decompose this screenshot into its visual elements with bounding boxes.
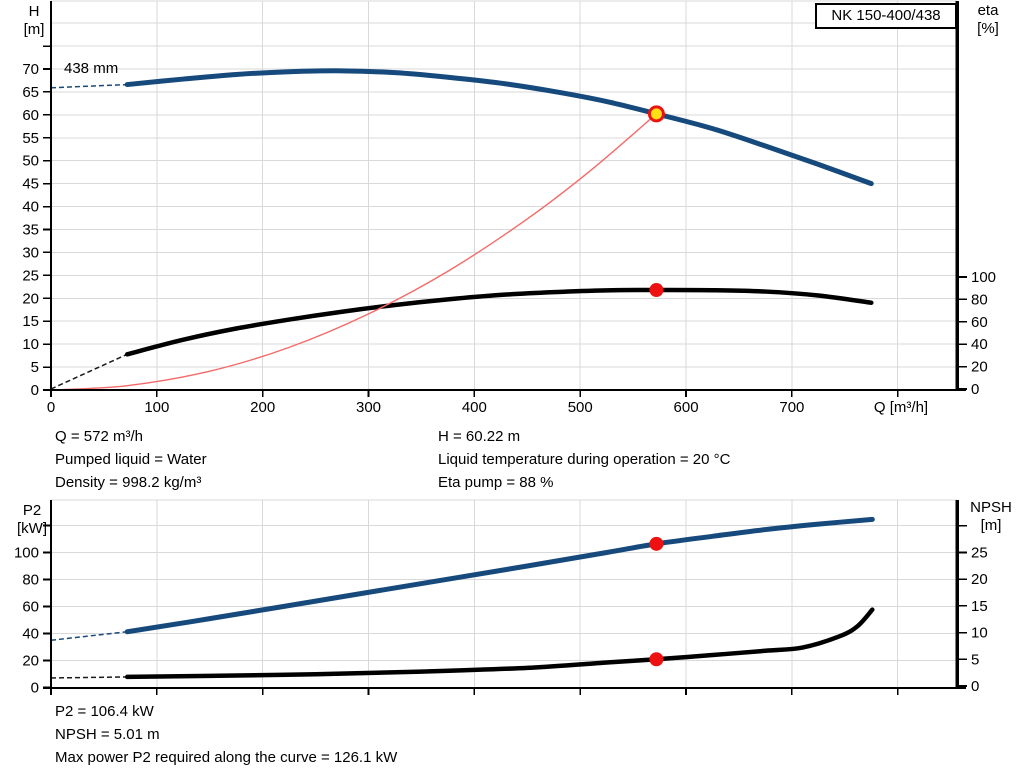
left-tick-label: 80 xyxy=(22,572,39,589)
duty-point-head xyxy=(647,105,665,123)
right-tick-label: 60 xyxy=(971,314,988,331)
right-tick-label: 100 xyxy=(971,269,996,286)
npsh-curve xyxy=(124,607,875,680)
left-tick-label: 15 xyxy=(22,313,39,330)
x-tick-label: 100 xyxy=(144,399,169,416)
eta-axis-title-line2: [%] xyxy=(977,20,999,37)
p2-axis-title: P2 [kW] xyxy=(12,502,52,538)
head-curve xyxy=(124,68,874,187)
x-tick-label: 500 xyxy=(568,399,593,416)
left-tick-label: 60 xyxy=(22,107,39,124)
eta-axis-title-line1: eta xyxy=(977,2,999,19)
left-tick-label: 0 xyxy=(31,680,39,697)
pump-model-badge: NK 150-400/438 xyxy=(815,3,957,29)
left-tick-label: 45 xyxy=(22,176,39,193)
x-tick-label: 300 xyxy=(356,399,381,416)
h-axis-title-line2: [m] xyxy=(23,21,45,38)
p2-curve-dashed-lead xyxy=(50,630,128,641)
left-tick-label: 20 xyxy=(22,653,39,670)
npsh-axis-title-line2: [m] xyxy=(980,517,1002,534)
h-axis-title: H [m] xyxy=(14,3,54,39)
right-tick-label: 20 xyxy=(971,359,988,376)
left-tick-label: 70 xyxy=(22,61,39,78)
left-tick-label: 35 xyxy=(22,221,39,238)
npsh-axis-title-line1: NPSH xyxy=(970,499,1012,516)
efficiency-curve-dashed-lead xyxy=(50,353,128,390)
right-tick-label: 10 xyxy=(971,625,988,642)
info-density: Density = 998.2 kg/m³ xyxy=(55,474,202,491)
x-tick-label: 200 xyxy=(250,399,275,416)
info-p2: P2 = 106.4 kW xyxy=(55,703,154,720)
p2-axis-title-line2: [kW] xyxy=(17,520,47,537)
left-tick-label: 100 xyxy=(14,545,39,562)
x-tick-label: 400 xyxy=(462,399,487,416)
left-tick-label: 65 xyxy=(22,84,39,101)
right-tick-label: 20 xyxy=(971,571,988,588)
efficiency-curve xyxy=(124,287,874,357)
left-tick-label: 30 xyxy=(22,244,39,261)
right-tick-label: 0 xyxy=(971,678,979,695)
info-h: H = 60.22 m xyxy=(438,428,521,445)
right-tick-label: 80 xyxy=(971,291,988,308)
duty-point-npsh xyxy=(649,652,664,667)
right-tick-label: 25 xyxy=(971,545,988,562)
qh-eta-chart xyxy=(43,0,967,397)
right-tick-label: 40 xyxy=(971,336,988,353)
impeller-size-label: 438 mm xyxy=(64,60,119,77)
left-tick-label: 10 xyxy=(22,336,39,353)
info-liquid: Pumped liquid = Water xyxy=(55,451,207,468)
right-tick-label: 15 xyxy=(971,598,988,615)
left-tick-label: 5 xyxy=(31,359,39,376)
right-tick-label: 0 xyxy=(971,381,979,398)
left-tick-label: 25 xyxy=(22,267,39,284)
right-tick-label: 5 xyxy=(971,651,979,668)
duty-point-p2 xyxy=(649,536,664,551)
q-axis-label: Q [m³/h] xyxy=(873,399,929,416)
duty-point-eta xyxy=(649,282,664,297)
x-tick-label: 0 xyxy=(47,399,55,416)
p2-axis-title-line1: P2 xyxy=(22,502,42,519)
info-temperature: Liquid temperature during operation = 20… xyxy=(438,451,731,468)
info-npsh: NPSH = 5.01 m xyxy=(55,726,160,743)
eta-axis-title: eta [%] xyxy=(966,2,1010,38)
info-max-power: Max power P2 required along the curve = … xyxy=(55,749,398,766)
info-q: Q = 572 m³/h xyxy=(55,428,143,445)
head-curve-dashed-lead xyxy=(50,83,128,89)
p2-npsh-chart xyxy=(43,499,967,695)
left-tick-label: 50 xyxy=(22,153,39,170)
x-tick-label: 600 xyxy=(674,399,699,416)
left-tick-label: 40 xyxy=(22,626,39,643)
x-tick-label: 700 xyxy=(779,399,804,416)
left-tick-label: 0 xyxy=(31,382,39,399)
info-eta: Eta pump = 88 % xyxy=(438,474,554,491)
p2-curve xyxy=(124,516,875,635)
left-tick-label: 20 xyxy=(22,290,39,307)
left-tick-label: 40 xyxy=(22,199,39,216)
left-tick-label: 55 xyxy=(22,130,39,147)
h-axis-title-line1: H xyxy=(28,3,40,20)
left-tick-label: 60 xyxy=(22,599,39,616)
npsh-curve-dashed-lead xyxy=(50,676,128,679)
npsh-axis-title: NPSH [m] xyxy=(964,499,1018,535)
system-curve xyxy=(50,113,658,391)
